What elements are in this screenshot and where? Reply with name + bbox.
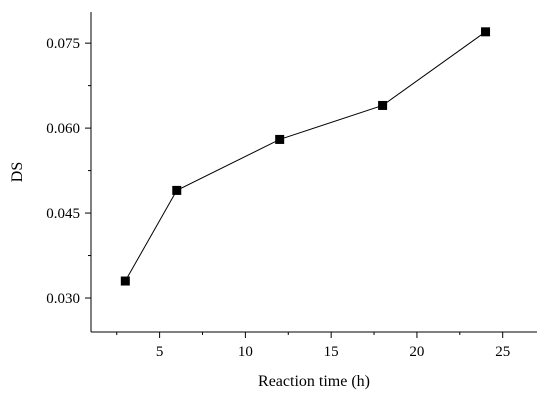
ticks: 5 10 15 20 25 0.030 0.045 0.060 0.075 — [46, 36, 510, 360]
data-point — [172, 185, 182, 195]
x-tick-label: 5 — [156, 344, 164, 360]
series — [120, 27, 491, 286]
series-line — [124, 31, 486, 282]
y-tick-label: 0.075 — [46, 36, 80, 52]
y-axis-label: DS — [9, 162, 26, 182]
y-tick-label: 0.030 — [46, 291, 80, 307]
data-point — [275, 134, 285, 144]
y-tick-label: 0.060 — [46, 121, 80, 137]
x-axis-label: Reaction time (h) — [258, 373, 370, 390]
data-point — [481, 27, 491, 37]
y-tick-label: 0.045 — [46, 206, 80, 222]
x-tick-label: 20 — [409, 344, 424, 360]
axes — [90, 12, 537, 333]
data-point — [378, 100, 388, 110]
x-tick-label: 25 — [495, 344, 510, 360]
x-tick-label: 15 — [324, 344, 339, 360]
data-point — [120, 276, 130, 286]
x-tick-label: 10 — [238, 344, 253, 360]
